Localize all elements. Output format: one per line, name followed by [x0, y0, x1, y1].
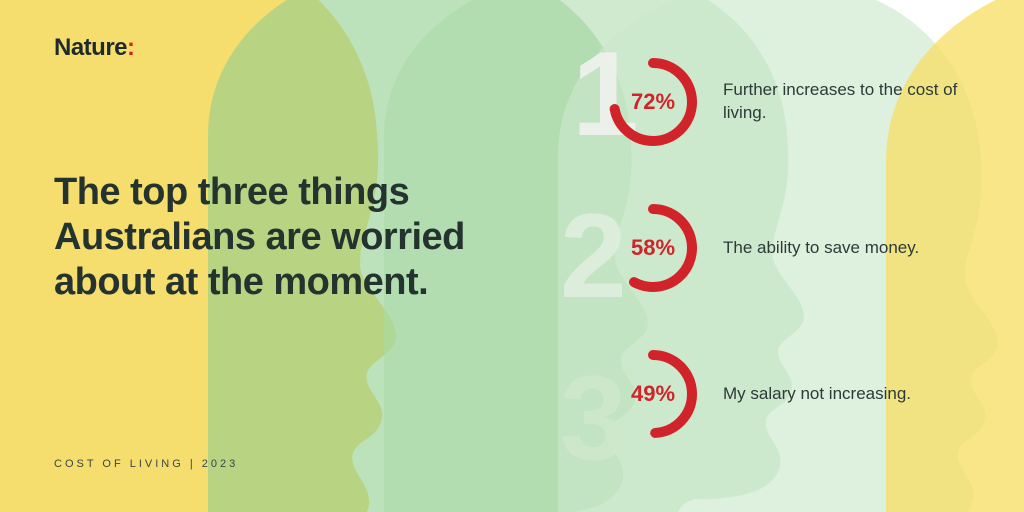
footer-caption: COST OF LIVING | 2023 — [54, 458, 238, 470]
brand-logo: Nature: — [54, 34, 135, 62]
brand-logo-colon: : — [127, 34, 135, 61]
stat-percentage: 72% — [609, 58, 697, 146]
stat-row: 49% My salary not increasing. — [609, 350, 984, 438]
stat-percentage: 49% — [609, 350, 697, 438]
stat-label: My salary not increasing. — [723, 383, 911, 406]
stats-list: 72% Further increases to the cost of livi… — [609, 58, 984, 438]
stat-percentage: 58% — [609, 204, 697, 292]
infographic-canvas: 123 Nature: The top three things Austral… — [0, 0, 1024, 512]
stat-row: 72% Further increases to the cost of livi… — [609, 58, 984, 146]
progress-ring: 49% — [609, 350, 697, 438]
headline-text: The top three things Australians are wor… — [54, 170, 494, 304]
stat-label: The ability to save money. — [723, 237, 919, 260]
brand-logo-text: Nature — [54, 34, 127, 61]
stat-row: 58% The ability to save money. — [609, 204, 984, 292]
progress-ring: 72% — [609, 58, 697, 146]
progress-ring: 58% — [609, 204, 697, 292]
stat-label: Further increases to the cost of living. — [723, 79, 984, 125]
